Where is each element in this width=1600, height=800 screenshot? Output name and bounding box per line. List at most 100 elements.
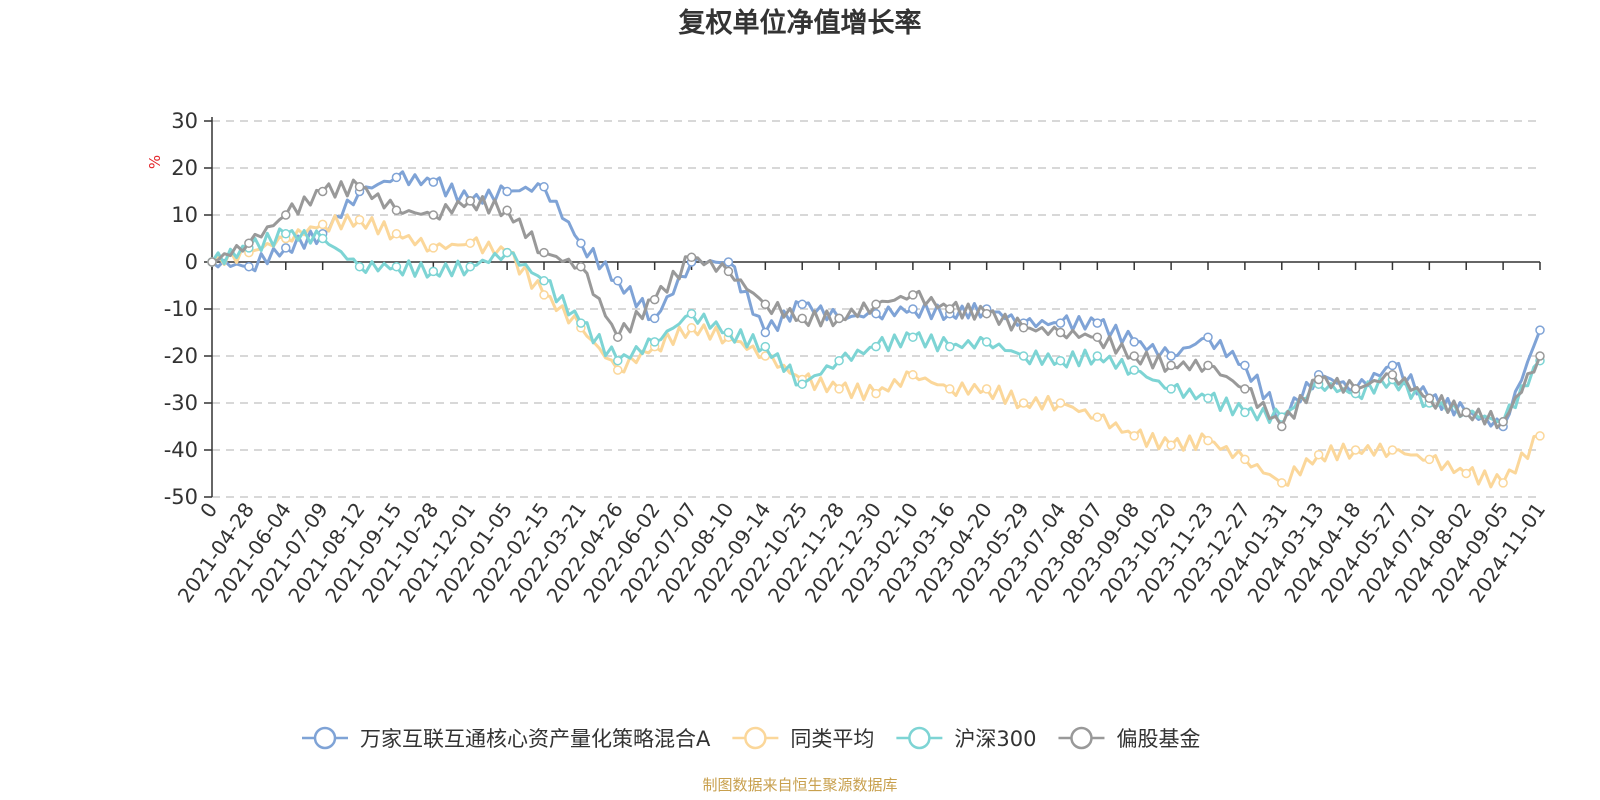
data-point[interactable] [391,205,402,216]
legend-item[interactable]: 偏股基金 [1058,726,1200,751]
data-point[interactable] [1461,468,1471,479]
data-point[interactable] [1055,327,1066,338]
data-point[interactable] [908,290,918,300]
data-point[interactable] [1166,440,1176,451]
data-point[interactable] [317,233,328,244]
data-point[interactable] [1203,393,1213,404]
data-point[interactable] [760,299,771,310]
data-point[interactable] [1129,431,1139,441]
data-point[interactable] [871,341,881,352]
data-point[interactable] [465,261,475,272]
data-point[interactable] [723,257,734,267]
data-point[interactable] [760,327,771,338]
data-point[interactable] [686,252,697,263]
data-point[interactable] [428,177,439,187]
data-point[interactable] [1055,318,1066,328]
data-point[interactable] [649,294,660,305]
data-point[interactable] [613,365,623,375]
data-point[interactable] [1277,478,1287,488]
data-point[interactable] [1387,445,1398,455]
data-point[interactable] [576,318,586,328]
data-point[interactable] [391,261,402,272]
data-point[interactable] [502,205,512,216]
data-point[interactable] [723,327,734,338]
data-point[interactable] [613,332,623,342]
data-point[interactable] [317,219,328,230]
data-point[interactable] [981,308,992,319]
data-point[interactable] [539,182,549,192]
data-point[interactable] [1018,398,1029,408]
legend-item[interactable]: 万家互联互通核心资产量化策略混合A [302,726,711,751]
data-point[interactable] [281,229,291,239]
legend[interactable]: 万家互联互通核心资产量化策略混合A 同类平均 沪深300 偏股基金 [302,726,1200,751]
data-point[interactable] [391,229,402,239]
data-point[interactable] [981,384,992,394]
data-point[interactable] [1535,325,1545,335]
data-point[interactable] [908,304,918,314]
data-point[interactable] [281,210,291,220]
data-point[interactable] [760,341,771,352]
data-point[interactable] [686,308,697,319]
data-point[interactable] [1166,351,1176,361]
data-point[interactable] [1203,332,1213,342]
data-point[interactable] [908,370,918,380]
data-point[interactable] [1203,360,1213,371]
data-point[interactable] [465,238,475,248]
data-point[interactable] [945,341,955,352]
data-point[interactable] [871,388,881,399]
data-point[interactable] [1240,384,1250,394]
data-point[interactable] [1092,412,1103,422]
data-point[interactable] [428,210,439,220]
data-point[interactable] [834,313,844,324]
data-point[interactable] [1313,374,1324,385]
data-point[interactable] [539,247,549,258]
data-point[interactable] [797,313,807,324]
data-point[interactable] [613,355,623,366]
data-point[interactable] [649,313,660,324]
data-point[interactable] [428,266,439,277]
data-point[interactable] [576,238,586,248]
data-point[interactable] [1277,421,1287,432]
data-point[interactable] [539,276,549,286]
data-point[interactable] [502,186,512,197]
data-point[interactable] [281,243,291,253]
data-point[interactable] [1424,454,1435,465]
data-point[interactable] [1387,360,1398,371]
data-point[interactable] [502,247,512,258]
data-point[interactable] [797,299,807,310]
data-point[interactable] [428,243,439,253]
data-point[interactable] [1535,431,1545,441]
data-point[interactable] [686,323,697,333]
data-point[interactable] [1203,435,1213,446]
data-point[interactable] [1535,351,1545,361]
data-point[interactable] [1461,407,1471,418]
data-point[interactable] [354,182,365,192]
data-point[interactable] [1129,365,1139,375]
legend-item[interactable]: 同类平均 [732,726,874,751]
data-point[interactable] [1387,370,1398,380]
data-point[interactable] [1092,332,1103,342]
data-point[interactable] [1350,384,1361,394]
data-point[interactable] [354,214,365,225]
data-point[interactable] [317,186,328,197]
data-point[interactable] [945,384,955,394]
data-point[interactable] [834,355,844,366]
data-point[interactable] [1092,351,1103,361]
data-point[interactable] [871,299,881,310]
data-point[interactable] [613,276,623,286]
data-point[interactable] [1018,323,1029,333]
data-point[interactable] [1166,384,1176,394]
data-point[interactable] [391,172,402,183]
data-point[interactable] [1129,337,1139,347]
data-point[interactable] [1018,351,1029,361]
data-point[interactable] [1313,449,1324,460]
data-point[interactable] [871,308,881,319]
data-point[interactable] [945,304,955,314]
data-point[interactable] [1240,407,1250,418]
data-point[interactable] [1498,478,1508,488]
data-point[interactable] [1350,445,1361,455]
data-point[interactable] [1498,417,1508,427]
data-point[interactable] [244,261,254,272]
data-point[interactable] [354,261,365,272]
data-point[interactable] [244,238,254,248]
